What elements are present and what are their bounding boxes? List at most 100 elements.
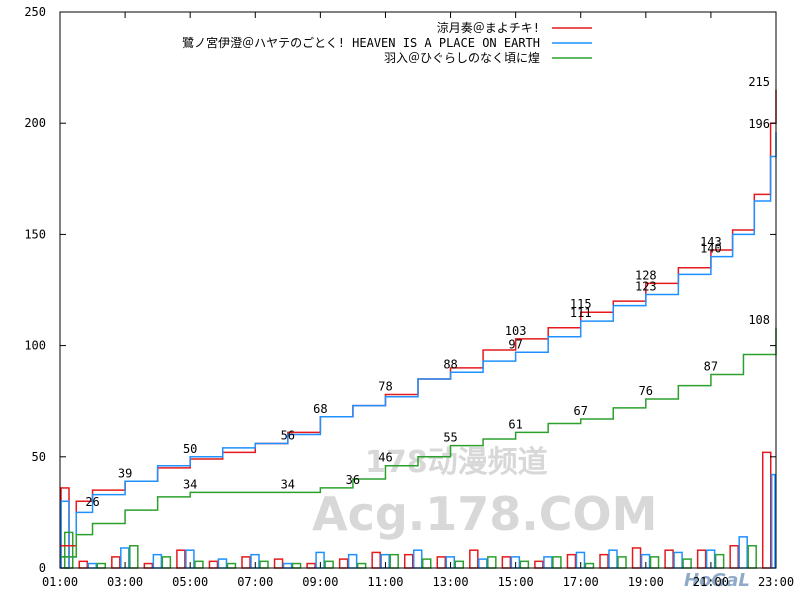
legend-label: 涼月奏＠まよチキ! [437, 20, 540, 35]
data-label: 61 [508, 417, 522, 431]
data-label: 34 [281, 477, 295, 491]
legend-label: 鷺ノ宮伊澄＠ハヤテのごとく! HEAVEN IS A PLACE ON EART… [182, 35, 540, 50]
hourly-bar [152, 553, 163, 569]
data-label: 196 [748, 117, 770, 131]
hourly-bar [347, 553, 358, 569]
data-label: 46 [378, 451, 392, 465]
data-label: 103 [505, 324, 527, 338]
hourly-bar [631, 547, 642, 569]
data-label: 115 [570, 297, 592, 311]
series-line [60, 132, 777, 558]
hourly-bar [608, 549, 618, 569]
legend: 涼月奏＠まよチキ!鷺ノ宮伊澄＠ハヤテのごとく! HEAVEN IS A PLAC… [182, 20, 592, 65]
x-tick-label: 19:00 [628, 575, 664, 589]
hourly-bar [273, 558, 284, 569]
hourly-bar [696, 549, 707, 569]
data-label: 56 [281, 428, 295, 442]
data-label: 87 [704, 360, 718, 374]
hourly-bar [454, 560, 465, 569]
hourly-bar [584, 562, 595, 569]
data-label: 55 [443, 431, 457, 445]
hourly-bar [729, 545, 739, 569]
data-label: 36 [346, 473, 360, 487]
x-tick-label: 05:00 [172, 575, 208, 589]
hourly-bar [143, 562, 154, 569]
hourly-bar [421, 558, 432, 569]
data-label: 143 [700, 235, 722, 249]
watermark-line2: Acg.178.COM [312, 487, 657, 541]
hourly-bar [194, 560, 204, 569]
data-label: 26 [85, 495, 99, 509]
hourly-bar [389, 553, 399, 569]
data-label: 123 [635, 279, 657, 293]
y-tick-label: 0 [39, 561, 46, 575]
x-tick-label: 07:00 [237, 575, 273, 589]
data-label: 78 [378, 380, 392, 394]
hourly-bar [664, 549, 674, 569]
hourly-bar [761, 451, 772, 569]
data-labels: 39 56 78 103 115 128 143 215 50 68 88 97 111 123 140 19… [85, 75, 770, 509]
data-label: 215 [748, 75, 770, 89]
hourly-bar [487, 556, 497, 569]
data-label: 76 [639, 384, 653, 398]
hourly-bar [436, 556, 447, 569]
series-lines [60, 89, 777, 558]
hourly-bar [738, 536, 748, 569]
hourly-bar [338, 558, 349, 569]
watermark-line1: 178动漫频道 [365, 445, 548, 480]
hourly-bar [501, 556, 512, 569]
hourly-bar [87, 562, 98, 569]
data-label: 67 [574, 404, 588, 418]
hourly-bar [770, 473, 776, 569]
hourly-bar [552, 556, 562, 569]
data-label: 108 [748, 313, 770, 327]
hourly-bar [282, 562, 293, 569]
hourly-bar [306, 562, 316, 569]
x-tick-label: 11:00 [367, 575, 403, 589]
x-tick-label: 09:00 [302, 575, 338, 589]
data-label: 34 [183, 477, 197, 491]
hourly-bar [96, 562, 107, 569]
x-tick-label: 21:00 [693, 575, 729, 589]
x-tick-label: 01:00 [42, 575, 78, 589]
hourly-bar [241, 556, 251, 569]
hourly-bar [673, 551, 683, 569]
hourly-bar [78, 560, 89, 569]
x-tick-label: 17:00 [563, 575, 599, 589]
y-tick-label: 50 [32, 450, 46, 464]
hourly-bar [324, 560, 334, 569]
plot-frame [59, 11, 777, 569]
hourly-bar [412, 549, 423, 569]
series-line [60, 327, 777, 558]
hourly-bar [111, 556, 121, 569]
hourly-bar [129, 545, 139, 569]
logo-text: HoGaL [684, 570, 750, 591]
y-tick-label: 250 [24, 5, 46, 19]
data-label: 111 [570, 306, 592, 320]
x-tick-label: 13:00 [432, 575, 468, 589]
data-label: 68 [313, 402, 327, 416]
hourly-bar [534, 560, 544, 569]
data-label: 140 [700, 242, 722, 256]
hourly-bar [478, 558, 488, 569]
data-label: 97 [508, 337, 522, 351]
hourly-bar [371, 551, 381, 569]
y-tick-label: 200 [24, 116, 46, 130]
hourly-bar [714, 553, 725, 569]
x-tick-label: 23:00 [758, 575, 794, 589]
hourly-bar [208, 560, 219, 569]
data-label: 128 [635, 268, 657, 282]
y-tick-label: 100 [24, 339, 46, 353]
x-tick-label: 15:00 [498, 575, 534, 589]
hourly-bar [543, 556, 553, 569]
hourly-bar [356, 562, 367, 569]
hourly-bar [469, 549, 479, 569]
axes [59, 11, 777, 569]
data-label: 88 [443, 357, 457, 371]
hourly-bar [403, 553, 414, 569]
hourly-bar [176, 549, 186, 569]
hourly-bar [161, 556, 172, 569]
hourly-bar [217, 558, 228, 569]
hourly-bar [519, 560, 530, 569]
